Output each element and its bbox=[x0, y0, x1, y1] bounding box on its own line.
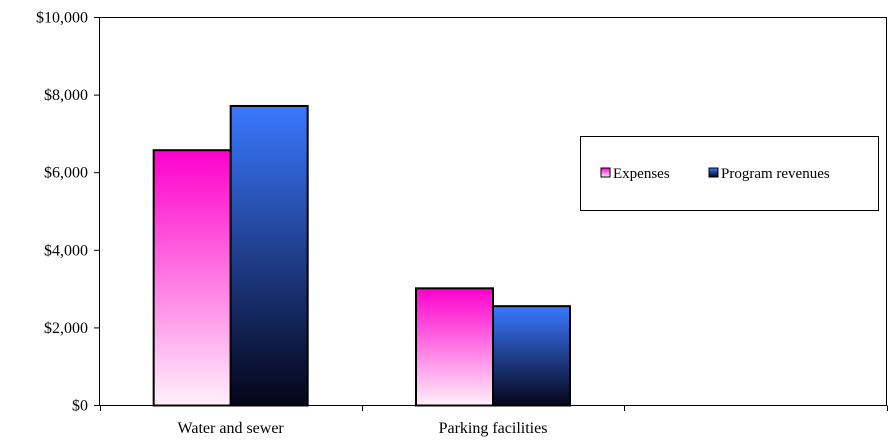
bar-expenses-0 bbox=[152, 149, 232, 407]
legend-swatch-expenses bbox=[600, 167, 611, 178]
legend-swatch-program-revenues bbox=[708, 167, 719, 178]
y-tick-label: $4,000 bbox=[44, 242, 88, 259]
legend-box bbox=[580, 136, 879, 211]
y-tick-label: $2,000 bbox=[44, 320, 88, 337]
bar-program-revenues-1 bbox=[492, 305, 571, 407]
bar-expenses-1 bbox=[415, 287, 494, 407]
category-label: Parking facilities bbox=[439, 420, 548, 437]
bar-program-revenues-0 bbox=[229, 104, 309, 407]
legend-label-expenses: Expenses bbox=[613, 166, 670, 182]
category-label: Water and sewer bbox=[178, 420, 285, 437]
y-tick-label: $0 bbox=[72, 398, 88, 415]
y-tick-label: $6,000 bbox=[44, 165, 88, 182]
y-tick-label: $10,000 bbox=[36, 10, 88, 27]
bars-group bbox=[152, 104, 571, 407]
x-axis-ticks bbox=[100, 405, 888, 411]
legend-label-program-revenues: Program revenues bbox=[721, 166, 830, 182]
plot-frame bbox=[99, 17, 887, 406]
y-tick-label: $8,000 bbox=[44, 87, 88, 104]
y-axis-ticks: $0 $2,000 $4,000 $6,000 $8,000 $10,000 bbox=[36, 10, 100, 415]
category-labels: Water and sewer Parking facilities bbox=[178, 420, 548, 437]
legend: Expenses Program revenues bbox=[580, 136, 879, 211]
